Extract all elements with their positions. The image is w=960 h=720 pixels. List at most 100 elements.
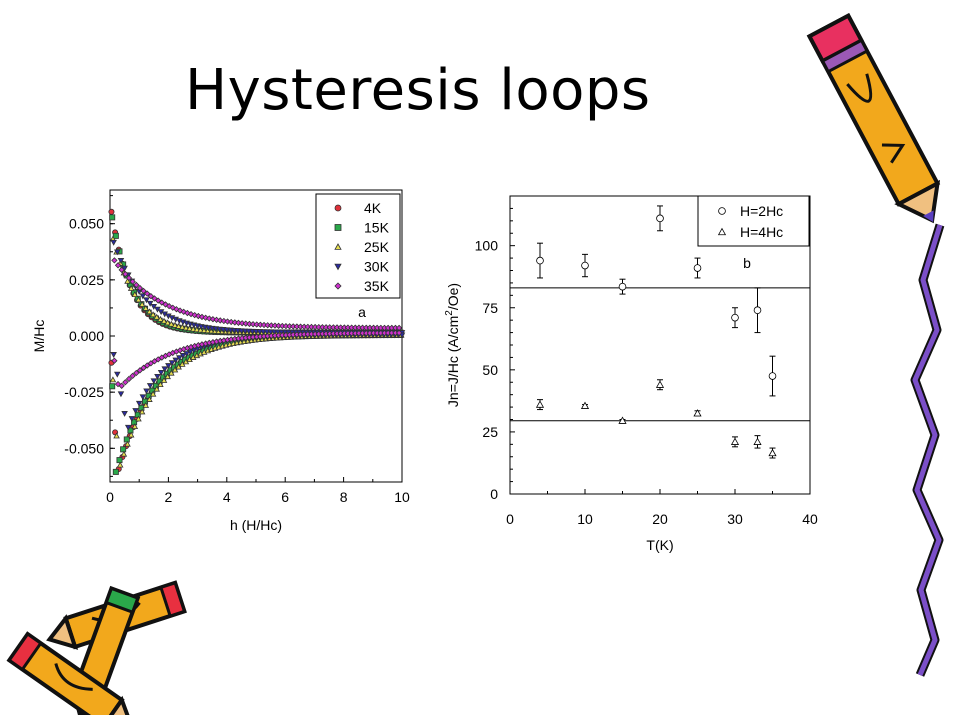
marker-H=2Hc xyxy=(753,306,762,315)
marker-4K-upper xyxy=(108,208,115,215)
marker-H=4Hc xyxy=(618,416,627,424)
marker-25K-lower xyxy=(168,369,175,376)
y-tick-label: 100 xyxy=(475,238,499,254)
marker-35K-lower xyxy=(111,357,118,364)
x-tick-label: 4 xyxy=(223,489,231,505)
y-tick-label: 25 xyxy=(482,424,498,440)
marker-35K-upper xyxy=(224,318,231,325)
marker-30K-lower xyxy=(176,355,183,362)
legend-marker-25K xyxy=(334,243,342,250)
y-tick-label: 50 xyxy=(482,362,498,378)
marker-25K-upper xyxy=(149,311,157,318)
marker-H=4Hc xyxy=(753,437,762,445)
panel-label: a xyxy=(358,304,366,320)
marker-30K-lower xyxy=(154,373,161,380)
marker-25K-lower xyxy=(146,396,153,402)
marker-35K-upper xyxy=(114,262,122,269)
marker-30K-upper xyxy=(146,300,154,307)
legend-marker-H=4Hc xyxy=(717,227,727,236)
legend: H=2Hc H=4Hc xyxy=(697,195,810,247)
y-tick-label: 75 xyxy=(482,300,498,316)
marker-35K-lower xyxy=(133,369,140,377)
marker-35K-lower xyxy=(122,379,129,386)
marker-35K-upper xyxy=(122,270,129,278)
marker-25K-upper xyxy=(135,296,142,303)
legend: 4K 15K 25K 30K 35K xyxy=(315,193,401,299)
marker-30K-lower xyxy=(161,366,169,373)
x-tick-label: 40 xyxy=(802,511,818,527)
marker-H=2Hc xyxy=(581,261,589,270)
data-points xyxy=(535,205,777,459)
marker-H=2Hc xyxy=(693,264,702,272)
y-tick-label: -0.025 xyxy=(64,384,104,400)
legend-box xyxy=(315,193,401,299)
marker-30K-lower xyxy=(187,349,194,356)
marker-30K-lower xyxy=(165,363,172,370)
marker-35K-upper xyxy=(140,287,147,295)
marker-25K-upper xyxy=(164,319,171,326)
marker-H=4Hc xyxy=(580,401,590,409)
y-tick-label: -0.050 xyxy=(64,440,104,456)
legend-label-30K: 30K xyxy=(364,259,390,275)
marker-35K-upper xyxy=(129,278,136,285)
x-tick-label: 2 xyxy=(165,489,173,505)
marker-25K-lower xyxy=(131,423,139,430)
pencil-clipart-icon xyxy=(806,12,941,224)
marker-30K-upper xyxy=(139,293,147,300)
squiggle-decoration-icon xyxy=(910,223,945,677)
jn-vs-temperature-chart: 0 25 50 75 100 0 10 20 30 40 T(K) Jn=J/Hc (A/cm2/Oe… xyxy=(444,195,818,553)
marker-25K-upper xyxy=(193,326,201,333)
marker-25K-lower xyxy=(149,390,157,397)
marker-30K-lower xyxy=(157,369,165,376)
marker-25K-lower xyxy=(142,401,150,408)
marker-25K-upper xyxy=(186,325,193,332)
legend-label-15K: 15K xyxy=(364,220,390,236)
marker-30K-lower xyxy=(179,353,187,359)
marker-35K-upper xyxy=(118,266,125,273)
marker-30K-lower xyxy=(135,400,143,407)
marker-25K-upper xyxy=(175,322,182,329)
marker-25K-lower xyxy=(153,385,160,392)
marker-25K-upper xyxy=(160,317,168,324)
marker-30K-upper xyxy=(110,239,117,246)
marker-25K-upper xyxy=(189,325,197,332)
y-tick-label: 0 xyxy=(490,486,498,502)
marker-35K-lower xyxy=(129,372,136,380)
marker-25K-lower xyxy=(124,440,131,447)
marker-15K-lower xyxy=(120,446,127,453)
marker-25K-upper xyxy=(208,327,215,334)
marker-35K-lower xyxy=(118,382,125,389)
marker-25K-upper xyxy=(197,326,204,333)
marker-35K-lower xyxy=(140,364,147,371)
marker-35K-upper xyxy=(125,274,133,282)
marker-35K-upper xyxy=(228,318,235,326)
marker-H=2Hc xyxy=(731,313,739,322)
marker-35K-lower xyxy=(144,362,151,369)
legend-label-35K: 35K xyxy=(364,278,390,294)
x-tick-label: 20 xyxy=(652,511,668,527)
marker-30K-lower xyxy=(114,371,121,378)
legend-marker-35K xyxy=(334,282,342,290)
marker-25K-upper xyxy=(200,327,208,333)
marker-35K-lower xyxy=(125,375,133,383)
y-tick-label: 0.050 xyxy=(69,216,104,232)
marker-H=2Hc xyxy=(768,372,777,380)
marker-30K-lower xyxy=(143,388,150,395)
marker-25K-lower xyxy=(164,373,171,380)
x-axis-label: h (H/Hc) xyxy=(230,517,282,533)
marker-25K-upper xyxy=(124,277,131,284)
marker-35K-upper xyxy=(136,284,144,292)
marker-35K-upper xyxy=(144,290,151,297)
y-tick-label: 0.025 xyxy=(69,272,104,288)
marker-30K-lower xyxy=(168,360,176,367)
crayons-clipart-icon xyxy=(6,580,187,715)
marker-25K-lower xyxy=(116,461,124,468)
marker-25K-upper xyxy=(142,304,150,311)
legend-marker-30K xyxy=(334,263,342,271)
marker-25K-upper xyxy=(127,284,135,291)
y-tick-label: 0.000 xyxy=(69,328,104,344)
marker-35K-lower xyxy=(136,367,144,374)
marker-35K-lower xyxy=(395,329,403,337)
marker-25K-lower xyxy=(120,450,128,457)
legend-label-H=2Hc: H=2Hc xyxy=(740,203,783,219)
